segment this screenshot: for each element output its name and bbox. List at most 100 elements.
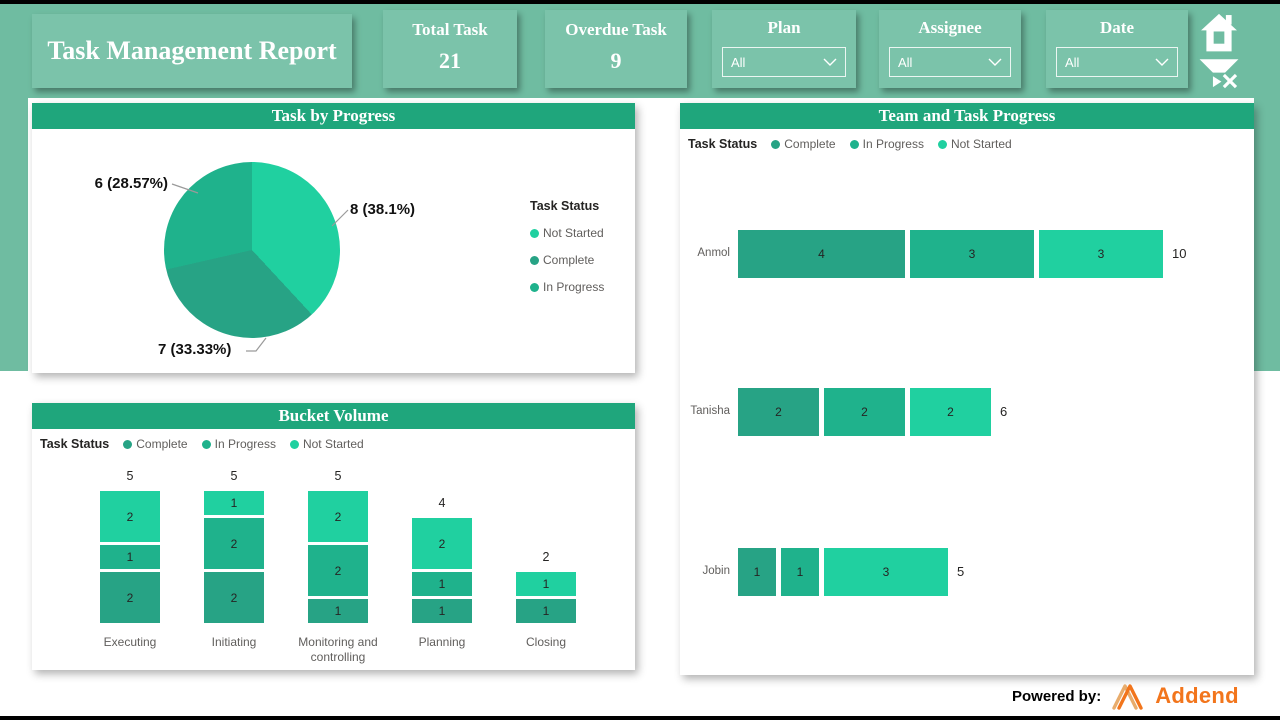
plan-dropdown[interactable]: All (722, 47, 846, 77)
team-segment-value: 1 (796, 565, 804, 579)
team-segment-not_started[interactable]: 2 (910, 388, 991, 436)
bucket-segment-complete[interactable]: 1 (308, 599, 368, 623)
kpi-total-task-value: 21 (439, 48, 461, 73)
team-segment-complete[interactable]: 4 (738, 230, 905, 278)
bucket-segment-value: 2 (230, 590, 238, 605)
bucket-segment-in_progress[interactable]: 1 (100, 545, 160, 569)
legend-item-complete[interactable]: Complete (530, 253, 604, 267)
bucket-segment-value: 2 (438, 536, 446, 551)
legend-label-complete: Complete (543, 253, 595, 267)
legend-label-complete: Complete (784, 137, 836, 151)
home-icon[interactable] (1196, 12, 1242, 59)
filter-card-date: Date All (1046, 10, 1188, 88)
filter-card-assignee: Assignee All (879, 10, 1021, 88)
legend-item-complete[interactable]: Complete (123, 437, 188, 451)
bucket-total-label: 5 (334, 469, 342, 483)
bucket-category-label: Planning (418, 635, 466, 649)
legend-dot-not_started (289, 439, 299, 449)
team-segment-value: 3 (968, 247, 976, 261)
team-segment-not_started[interactable]: 3 (824, 548, 948, 596)
legend-item-not_started[interactable]: Not Started (530, 226, 604, 240)
filter-assignee-label: Assignee (918, 18, 982, 37)
team-row-label: Tanisha (690, 405, 730, 417)
assignee-dropdown[interactable]: All (889, 47, 1011, 77)
chevron-down-icon (988, 58, 1002, 66)
kpi-total-task: Total Task 21 (383, 10, 517, 88)
team-segment-in_progress[interactable]: 1 (781, 548, 819, 596)
clear-filter-icon[interactable] (1198, 58, 1240, 97)
team-segment-value: 2 (861, 405, 868, 419)
legend-item-in_progress[interactable]: In Progress (849, 137, 924, 151)
panel-title-bucket-volume: Bucket Volume (32, 403, 635, 429)
bucket-segment-value: 1 (334, 604, 342, 618)
pie-callout-not-started: 8 (38.1%) (350, 201, 416, 218)
team-segment-value: 2 (775, 405, 782, 419)
team-total-label: 5 (957, 564, 965, 579)
team-legend-title: Task Status (688, 137, 758, 151)
bucket-segment-complete[interactable]: 1 (412, 599, 472, 623)
bucket-total-label: 5 (230, 469, 238, 483)
legend-item-complete[interactable]: Complete (771, 137, 836, 151)
pie-chart-area: 8 (38.1%) 7 (33.33%) 6 (28.57%) Task Sta… (32, 129, 635, 373)
legend-dot-in_progress (201, 439, 211, 449)
panel-title-task-by-progress: Task by Progress (32, 103, 635, 129)
team-segment-complete[interactable]: 2 (738, 388, 819, 436)
date-dropdown[interactable]: All (1056, 47, 1178, 77)
chevron-down-icon (1155, 58, 1169, 66)
bucket-segment-not_started[interactable]: 2 (412, 518, 472, 569)
bucket-segment-value: 2 (230, 536, 238, 551)
legend-item-in_progress[interactable]: In Progress (201, 437, 276, 451)
filter-card-plan: Plan All (712, 10, 856, 88)
bucket-segment-in_progress[interactable]: 2 (204, 518, 264, 569)
bucket-segment-not_started[interactable]: 1 (516, 572, 576, 596)
kpi-overdue-task: Overdue Task 9 (545, 10, 687, 88)
team-chart-area: Task Status Complete In Progress Not Start… (680, 129, 1254, 675)
bucket-segment-in_progress[interactable]: 1 (412, 572, 472, 596)
team-segment-in_progress[interactable]: 3 (910, 230, 1034, 278)
team-segment-value: 3 (882, 565, 890, 579)
pie-callout-in-progress: 6 (28.57%) (94, 175, 168, 192)
date-dropdown-value: All (1065, 54, 1080, 70)
team-segment-complete[interactable]: 1 (738, 548, 776, 596)
bucket-segment-value: 2 (126, 590, 134, 605)
bucket-segment-value: 2 (126, 509, 134, 524)
legend-item-in_progress[interactable]: In Progress (530, 280, 604, 294)
team-total-label: 6 (1000, 404, 1008, 419)
legend-label-in_progress: In Progress (214, 437, 276, 451)
bucket-category-label: Initiating (211, 635, 257, 649)
team-segment-value: 1 (753, 565, 761, 579)
top-black-bar (0, 0, 1280, 4)
bucket-segment-complete[interactable]: 2 (100, 572, 160, 623)
bucket-legend: Task Status Complete In Progress Not Start… (40, 437, 364, 451)
bucket-chart-area: Task Status Complete In Progress Not Start… (32, 429, 635, 670)
panel-team-task-progress: Team and Task Progress Task Status Compl… (680, 103, 1254, 675)
panel-task-by-progress: Task by Progress 8 (38.1%) 7 (33.33%) 6 … (32, 103, 635, 373)
bucket-segment-value: 1 (542, 604, 550, 618)
assignee-dropdown-value: All (898, 54, 913, 70)
bucket-segment-not_started[interactable]: 1 (204, 491, 264, 515)
kpi-overdue-task-value: 9 (610, 48, 622, 73)
legend-dot-not_started (937, 139, 947, 149)
panel-bucket-volume: Bucket Volume Task Status Complete In Pro… (32, 403, 635, 670)
legend-label-in_progress: In Progress (862, 137, 924, 151)
filter-plan-label: Plan (767, 18, 801, 37)
bucket-total-label: 5 (126, 469, 134, 483)
bucket-segment-not_started[interactable]: 2 (308, 491, 368, 542)
bucket-segment-not_started[interactable]: 2 (100, 491, 160, 542)
footer: Powered by: Addend (1012, 678, 1239, 714)
team-segment-in_progress[interactable]: 2 (824, 388, 905, 436)
pie-chart[interactable] (164, 162, 340, 338)
chevron-down-icon (823, 58, 837, 66)
legend-item-not_started[interactable]: Not Started (289, 437, 364, 451)
bucket-segment-complete[interactable]: 2 (204, 572, 264, 623)
bucket-total-label: 4 (438, 496, 446, 510)
legend-dot-complete (771, 139, 781, 149)
legend-item-not_started[interactable]: Not Started (937, 137, 1012, 151)
team-segment-not_started[interactable]: 3 (1039, 230, 1163, 278)
report-title-card: Task Management Report (32, 14, 352, 88)
bucket-total-label: 2 (542, 550, 550, 564)
bucket-segment-in_progress[interactable]: 2 (308, 545, 368, 596)
bucket-segment-complete[interactable]: 1 (516, 599, 576, 623)
bucket-segment-value: 1 (542, 577, 550, 591)
